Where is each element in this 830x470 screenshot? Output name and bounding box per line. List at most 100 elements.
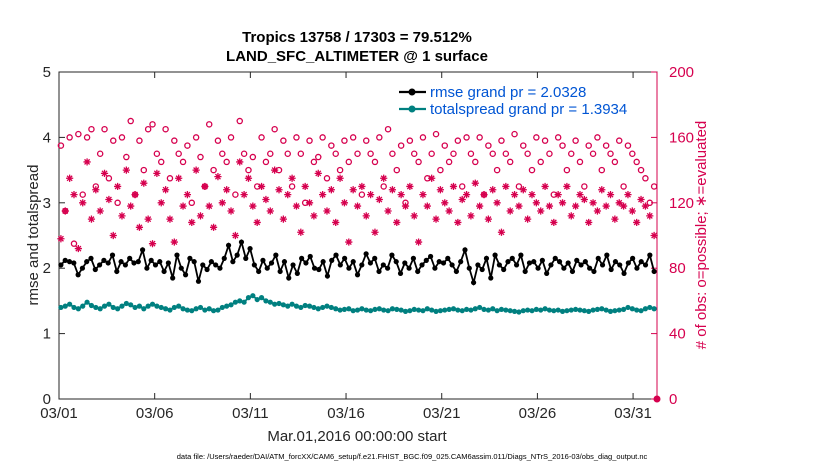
rmse-point: [238, 239, 245, 245]
obs-possible-point: [149, 121, 156, 128]
obs-evaluated-point: [580, 195, 588, 204]
obs-possible-point: [79, 191, 86, 198]
obs-possible-point: [633, 158, 640, 166]
obs-possible-point: [88, 125, 95, 133]
legend-rmse-label: rmse grand pr = 2.0328: [430, 84, 586, 101]
rmse-point: [449, 262, 455, 268]
totalspread-point: [258, 295, 265, 301]
obs-possible-point: [140, 166, 148, 174]
obs-evaluated-point: [244, 174, 253, 182]
obs-possible-point: [166, 175, 174, 182]
rmse-point: [647, 252, 653, 258]
obs-evaluated-point: [223, 186, 231, 194]
obs-evaluated-point: [179, 202, 187, 210]
obs-possible-point: [328, 142, 335, 149]
y-left-tick-label: 1: [43, 326, 51, 343]
rmse-point: [92, 266, 98, 273]
obs-possible-point: [393, 166, 401, 174]
x-tick-label: 03/16: [327, 405, 365, 422]
obs-possible-point: [528, 166, 536, 174]
rmse-point: [105, 260, 111, 266]
obs-zero-marker: [653, 395, 661, 403]
obs-evaluated-point: [275, 186, 283, 194]
obs-possible-point: [319, 134, 326, 141]
obs-evaluated-point: [209, 223, 218, 231]
totalspread-point: [350, 308, 356, 314]
totalspread-point: [459, 308, 465, 314]
obs-possible-point: [620, 183, 627, 190]
obs-evaluated-point: [92, 186, 100, 194]
obs-evaluated-point: [327, 186, 335, 194]
obs-possible-point: [219, 150, 226, 157]
rmse-point: [625, 260, 631, 266]
totalspread-point: [267, 299, 273, 305]
totalspread-point: [450, 306, 457, 312]
rmse-point: [574, 257, 580, 263]
totalspread-point: [498, 306, 505, 313]
obs-evaluated-point: [384, 207, 392, 215]
totalspread-point: [472, 306, 478, 312]
obs-possible-point: [450, 150, 457, 157]
rmse-point: [234, 252, 240, 258]
totalspread-point: [58, 304, 64, 311]
rmse-point: [324, 273, 331, 279]
rmse-point: [281, 259, 288, 265]
obs-evaluated-point: [240, 191, 248, 199]
rmse-point: [393, 259, 399, 265]
obs-evaluated-point: [519, 186, 527, 194]
rmse-point: [569, 268, 576, 275]
obs-evaluated-point: [105, 195, 113, 204]
rmse-point: [346, 265, 352, 271]
totalspread-point: [586, 308, 592, 314]
obs-evaluated-point: [292, 202, 301, 210]
obs-evaluated-point: [528, 191, 536, 199]
obs-evaluated-point: [196, 212, 205, 220]
rmse-point: [350, 259, 356, 265]
obs-possible-point: [463, 134, 470, 141]
totalspread-point: [224, 303, 230, 309]
obs-possible-point: [615, 137, 623, 144]
obs-evaluated-point: [319, 191, 327, 199]
obs-possible-point: [581, 183, 588, 190]
totalspread-point: [341, 306, 348, 313]
rmse-point: [595, 255, 601, 261]
totalspread-point: [573, 306, 579, 313]
rmse-point: [260, 257, 266, 263]
totalspread-point: [189, 308, 195, 314]
obs-evaluated-point: [454, 218, 462, 227]
obs-evaluated-point: [515, 202, 523, 210]
rmse-point: [187, 255, 193, 261]
totalspread-point: [280, 302, 286, 308]
totalspread-point: [180, 306, 186, 312]
rmse-point: [410, 255, 417, 261]
totalspread-point: [210, 308, 217, 314]
totalspread-point: [75, 306, 81, 312]
obs-possible-point: [568, 150, 575, 157]
obs-possible-point: [458, 183, 466, 190]
rmse-point: [526, 260, 533, 266]
obs-evaluated-point: [166, 215, 174, 223]
obs-possible-point: [585, 142, 592, 149]
obs-possible-point: [267, 150, 274, 157]
totalspread-point: [272, 301, 278, 307]
totalspread-point: [577, 307, 583, 313]
totalspread-point: [620, 306, 627, 313]
obs-possible-point: [249, 153, 257, 161]
totalspread-point: [490, 306, 496, 312]
rmse-point: [303, 260, 309, 266]
legend-spread-marker: [408, 105, 416, 113]
rmse-point: [170, 275, 176, 281]
totalspread-point: [202, 307, 208, 313]
rmse-point: [294, 270, 300, 277]
totalspread-point: [206, 306, 212, 312]
obs-possible-point: [271, 125, 278, 133]
obs-evaluated-point: [641, 202, 650, 210]
obs-evaluated-point: [585, 218, 593, 227]
obs-evaluated-point: [183, 191, 192, 199]
rmse-point: [638, 259, 644, 265]
rmse-point: [505, 259, 511, 265]
rmse-point: [131, 260, 137, 266]
obs-evaluated-point: [493, 199, 501, 207]
rmse-point: [402, 260, 408, 266]
obs-possible-point: [520, 142, 527, 149]
